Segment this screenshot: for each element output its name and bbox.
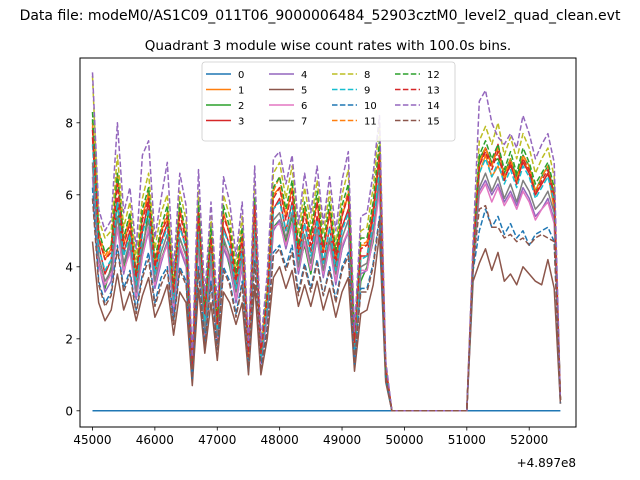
series-line-14 xyxy=(91,72,562,412)
legend-label-6: 6 xyxy=(301,101,307,112)
x-tick-label: 48000 xyxy=(261,433,299,447)
series-line-1 xyxy=(91,126,562,412)
legend-label-2: 2 xyxy=(238,101,244,112)
plot-area xyxy=(79,57,577,428)
series-line-9 xyxy=(91,144,562,412)
y-axis-ticks: 0 2 4 6 8 xyxy=(65,116,80,418)
series-line-3 xyxy=(91,137,562,412)
legend-label-9: 9 xyxy=(364,86,370,97)
legend-label-0: 0 xyxy=(238,70,244,81)
legend-label-4: 4 xyxy=(301,70,307,81)
x-tick-label: 49000 xyxy=(323,433,361,447)
x-tick-label: 46000 xyxy=(136,433,174,447)
y-tick-label: 6 xyxy=(65,188,73,202)
legend-box xyxy=(201,61,456,142)
series-line-8 xyxy=(91,75,562,412)
series-line-7 xyxy=(91,162,562,412)
legend-label-8: 8 xyxy=(364,70,370,81)
x-tick-label: 51000 xyxy=(448,433,486,447)
series-line-5 xyxy=(91,233,562,412)
y-tick-label: 4 xyxy=(65,260,73,274)
x-tick-label: 52000 xyxy=(510,433,548,447)
series-line-4 xyxy=(91,176,562,412)
series-lines xyxy=(91,72,562,412)
legend-label-3: 3 xyxy=(238,117,244,128)
legend-label-15: 15 xyxy=(427,117,440,128)
legend-label-10: 10 xyxy=(364,101,377,112)
series-line-15 xyxy=(91,198,562,412)
legend-label-13: 13 xyxy=(427,86,440,97)
x-axis-offset-label: +4.897e8 xyxy=(517,456,576,470)
series-line-13 xyxy=(91,129,562,412)
legend-label-14: 14 xyxy=(427,101,440,112)
x-tick-label: 45000 xyxy=(73,433,111,447)
series-line-6 xyxy=(91,165,562,412)
x-tick-label: 47000 xyxy=(198,433,236,447)
legend-label-12: 12 xyxy=(427,70,440,81)
y-tick-label: 0 xyxy=(65,404,73,418)
y-tick-label: 2 xyxy=(65,332,73,346)
legend-label-7: 7 xyxy=(301,117,307,128)
figure-suptitle: Data file: modeM0/AS1C09_011T06_90000064… xyxy=(20,8,621,24)
legend-label-11: 11 xyxy=(364,117,377,128)
legend-label-5: 5 xyxy=(301,86,307,97)
axes-title: Quadrant 3 module wise count rates with … xyxy=(145,38,511,54)
x-axis-ticks: 45000 46000 47000 48000 49000 50000 51000 52000 xyxy=(73,427,548,447)
y-tick-label: 8 xyxy=(65,116,73,130)
axes-frame xyxy=(79,57,577,428)
legend-label-1: 1 xyxy=(238,86,244,97)
x-tick-label: 50000 xyxy=(385,433,423,447)
